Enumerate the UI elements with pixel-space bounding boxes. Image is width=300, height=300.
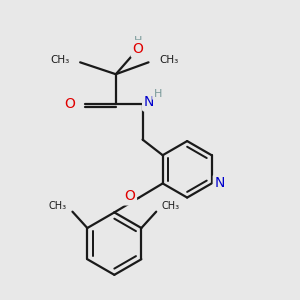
Text: O: O (124, 189, 135, 203)
Text: O: O (64, 97, 75, 111)
Text: CH₃: CH₃ (50, 55, 70, 65)
Text: H: H (134, 36, 142, 46)
Text: H: H (154, 88, 162, 98)
Text: O: O (133, 42, 143, 56)
Text: N: N (144, 95, 154, 110)
Text: CH₃: CH₃ (49, 201, 67, 211)
Text: CH₃: CH₃ (162, 201, 180, 211)
Text: N: N (215, 176, 225, 190)
Text: CH₃: CH₃ (160, 55, 179, 65)
